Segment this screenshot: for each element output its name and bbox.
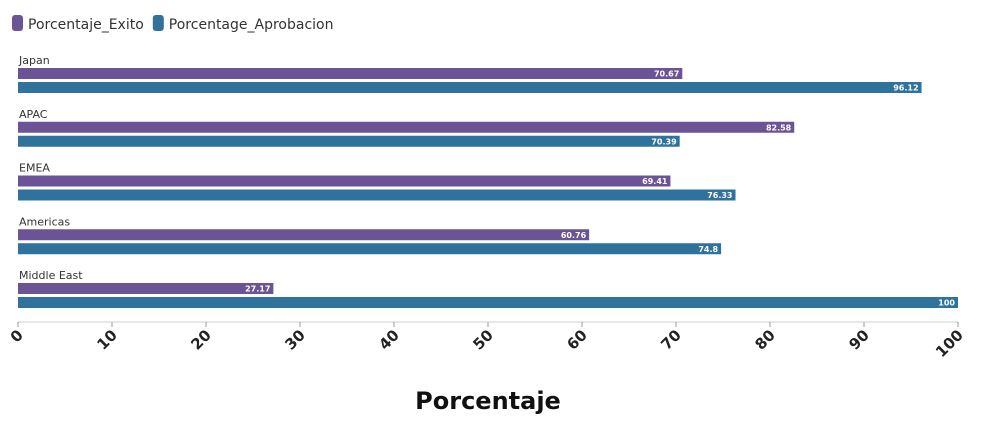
- x-tick-label: 0: [7, 326, 27, 346]
- x-tick-label: 90: [845, 326, 872, 353]
- category-label: EMEA: [19, 162, 50, 175]
- x-axis: 0 10 20 30 40 50 60 70 80 90 100: [7, 321, 967, 361]
- x-tick-label: 80: [751, 326, 778, 353]
- bars: Japan 70.67 96.12 APAC 82.58 70.39 EMEA 69.41 76…: [18, 54, 958, 308]
- bar-0: [18, 68, 683, 79]
- legend-swatch-0: [12, 15, 23, 31]
- x-tick-label: 60: [563, 326, 590, 353]
- legend-label-1: Porcentage_Aprobacion: [169, 17, 334, 33]
- bar-value-label: 70.67: [654, 70, 679, 79]
- bar-value-label: 76.33: [707, 191, 732, 200]
- x-axis-title: Porcentaje: [415, 387, 561, 415]
- x-tick-label: 100: [932, 326, 967, 361]
- bar-1: [18, 135, 680, 147]
- legend: Porcentaje_Exito Porcentage_Aprobacion: [12, 15, 333, 33]
- bar-1: [18, 82, 922, 93]
- x-tick-label: 70: [657, 326, 684, 353]
- x-tick-label: 20: [187, 326, 214, 353]
- bar-value-label: 82.58: [766, 123, 792, 132]
- bar-0: [18, 175, 671, 187]
- bar-0: [18, 121, 795, 133]
- bar-value-label: 74.8: [698, 245, 718, 254]
- category-label: Middle East: [19, 269, 83, 282]
- bar-1: [18, 189, 736, 201]
- legend-label-0: Porcentaje_Exito: [28, 17, 144, 33]
- category-label: Americas: [19, 215, 70, 228]
- bar-0: [18, 283, 274, 294]
- bar-value-label: 60.76: [561, 231, 587, 240]
- bar-1: [18, 243, 722, 255]
- bar-value-label: 70.39: [651, 137, 677, 146]
- x-tick-label: 40: [375, 326, 402, 353]
- x-tick-label: 30: [281, 326, 308, 353]
- legend-swatch-1: [152, 15, 164, 31]
- x-tick-label: 50: [469, 326, 496, 353]
- bar-1: [18, 297, 958, 308]
- x-tick-label: 10: [93, 326, 120, 353]
- bar-value-label: 69.41: [642, 177, 668, 186]
- category-label: APAC: [19, 108, 48, 121]
- bar-value-label: 27.17: [245, 285, 270, 294]
- bar-value-label: 100: [938, 299, 955, 308]
- category-label: Japan: [18, 54, 50, 67]
- bar-0: [18, 229, 590, 241]
- bar-value-label: 96.12: [893, 84, 918, 93]
